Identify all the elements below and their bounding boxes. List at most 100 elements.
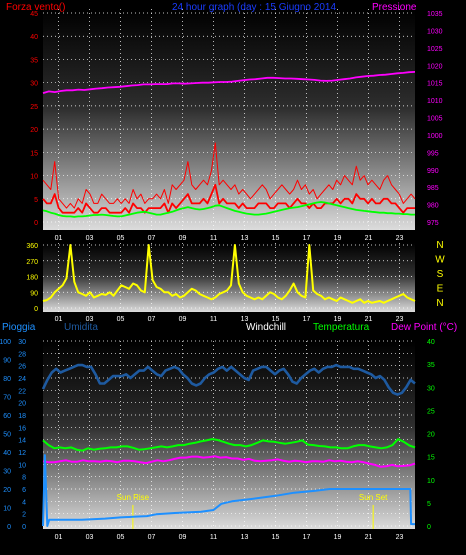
- pressure-y-tick: 975: [427, 220, 439, 227]
- rain-y-tick: 24: [18, 376, 26, 383]
- temperature-x-tick: 23: [396, 534, 404, 541]
- temperature-x-tick: 19: [334, 534, 342, 541]
- dew_point-line: [42, 455, 416, 468]
- direction-y-tick: 270: [26, 259, 38, 266]
- wind-axis-label: Forza vento(): [6, 2, 65, 13]
- rain-y-tick: 22: [18, 388, 26, 395]
- temperature-y-tick: 15: [427, 455, 435, 462]
- direction-x-tick: 05: [117, 316, 125, 323]
- direction-y-tick: 360: [26, 243, 38, 250]
- wind-x-tick: 17: [303, 235, 311, 242]
- direction-series: [42, 244, 416, 304]
- pressure-y-tick: 995: [427, 150, 439, 157]
- pressure-line: [42, 71, 416, 94]
- temperature-x-tick: 15: [272, 534, 280, 541]
- compass-label: N: [436, 298, 443, 309]
- wind-x-tick: 11: [210, 235, 217, 242]
- rain-y-tick: 2: [22, 512, 26, 519]
- temperature-rain-chart: Sun Rise Sun Set 024681012141618202224262…: [0, 322, 457, 541]
- pressure-axis-label: Pressione: [372, 2, 417, 13]
- direction-x-tick: 21: [365, 316, 373, 323]
- humidity-y-tick: 100: [0, 339, 11, 346]
- rain-y-tick: 30: [18, 339, 26, 346]
- pressure-y-tick: 1020: [427, 63, 443, 70]
- temperature-y-tick: 30: [427, 385, 435, 392]
- wind-pressure-chart: 0510152025303540459759809859909951000100…: [6, 2, 443, 242]
- windchill-legend-label: Windchill: [246, 322, 286, 333]
- wind-series: [42, 71, 416, 218]
- direction-y-tick: 180: [26, 275, 38, 282]
- temperature-y-tick: 35: [427, 362, 435, 369]
- humidity-y-tick: 0: [7, 524, 11, 531]
- pressure-y-tick: 1005: [427, 116, 443, 123]
- temperature-x-tick: 07: [148, 534, 156, 541]
- humidity-line: [41, 363, 416, 396]
- pressure-y-tick: 990: [427, 168, 439, 175]
- compass-label: E: [437, 284, 444, 295]
- direction-x-tick: 07: [148, 316, 156, 323]
- temperature-series: Sun Rise Sun Set: [41, 363, 416, 529]
- temperature-y-tick: 20: [427, 432, 435, 439]
- temperature-x-tick: 09: [179, 534, 187, 541]
- rain-y-tick: 20: [18, 401, 26, 408]
- rain-y-tick: 0: [22, 524, 26, 531]
- rain-y-tick: 14: [18, 438, 26, 445]
- pressure-y-tick: 980: [427, 203, 439, 210]
- direction-line: [42, 244, 416, 304]
- rain-y-tick: 16: [18, 425, 26, 432]
- temperature-y-tick: 0: [427, 524, 431, 531]
- temperature-line: [42, 438, 416, 452]
- pressure-y-tick: 985: [427, 185, 439, 192]
- humidity-y-tick: 10: [3, 506, 11, 513]
- chart-title: 24 hour graph (day : 15 Giugno 2014: [172, 2, 336, 13]
- temperature-x-tick: 11: [210, 534, 217, 541]
- compass-label: S: [437, 269, 444, 280]
- wind-tick-labels: 0510152025303540459759809859909951000100…: [30, 11, 442, 242]
- rain-y-tick: 4: [22, 499, 26, 506]
- wind-x-tick: 19: [334, 235, 342, 242]
- humidity-y-tick: 40: [3, 450, 11, 457]
- pressure-y-tick: 1000: [427, 133, 443, 140]
- direction-y-tick: 0: [34, 306, 38, 313]
- wind-x-tick: 05: [117, 235, 125, 242]
- temperature-x-tick: 17: [303, 534, 311, 541]
- direction-x-tick: 23: [396, 316, 404, 323]
- humidity-y-tick: 20: [3, 487, 11, 494]
- humidity-y-tick: 70: [3, 395, 11, 402]
- direction-x-tick: 11: [210, 316, 217, 323]
- direction-y-tick: 90: [30, 290, 38, 297]
- pressure-y-tick: 1030: [427, 28, 443, 35]
- temperature-x-tick: 03: [86, 534, 94, 541]
- gust-line: [42, 142, 416, 209]
- temperature-y-tick: 40: [427, 339, 435, 346]
- wind-x-tick: 23: [396, 235, 404, 242]
- compass-label: W: [435, 255, 445, 266]
- wind-y-tick: 0: [34, 220, 38, 227]
- rain-legend-label: Pioggia: [2, 322, 36, 333]
- wind-x-tick: 01: [55, 235, 63, 242]
- humidity-y-tick: 80: [3, 376, 11, 383]
- wind-x-tick: 15: [272, 235, 280, 242]
- wind-y-tick: 10: [30, 174, 38, 181]
- wind-y-tick: 15: [30, 150, 38, 157]
- humidity-y-tick: 30: [3, 469, 11, 476]
- temperature-y-tick: 10: [427, 478, 435, 485]
- wind-plot-area: [43, 9, 415, 230]
- temperature-y-tick: 5: [427, 501, 431, 508]
- avg_wind-line: [42, 201, 415, 218]
- rain-y-tick: 26: [18, 364, 26, 371]
- wind-x-tick: 21: [365, 235, 373, 242]
- wind-x-tick: 07: [148, 235, 156, 242]
- sunrise-label: Sun Rise: [117, 493, 150, 502]
- wind-x-tick: 09: [179, 235, 187, 242]
- pressure-y-tick: 1015: [427, 81, 443, 88]
- wind-x-tick: 03: [86, 235, 94, 242]
- temperature-x-tick: 21: [365, 534, 373, 541]
- rain-y-tick: 18: [18, 413, 26, 420]
- temperature-plot-area: [43, 341, 415, 529]
- dewpoint-legend-label: Dew Point (°C): [391, 322, 457, 333]
- direction-x-tick: 03: [86, 316, 94, 323]
- humidity-y-tick: 90: [3, 358, 11, 365]
